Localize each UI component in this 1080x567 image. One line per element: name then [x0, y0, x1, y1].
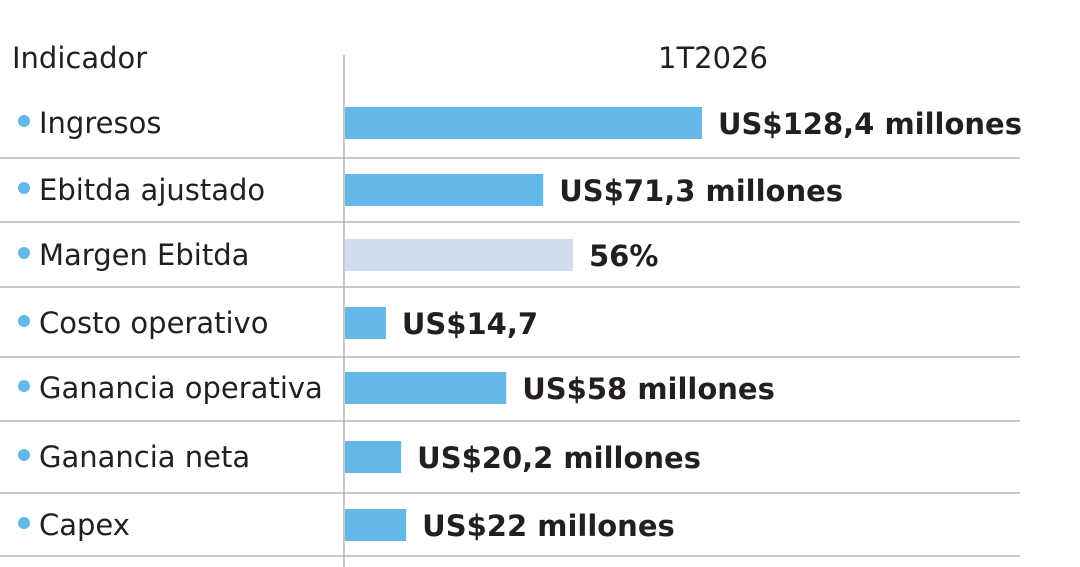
bar: [345, 307, 386, 339]
chart-row: Ganancia operativa US$58 millones: [18, 371, 775, 406]
data-label: US$20,2 millones: [417, 441, 701, 475]
category-label: Ganancia operativa: [39, 371, 323, 405]
bar: [345, 107, 702, 139]
chart-row: Ingresos US$128,4 millones: [18, 106, 1022, 141]
chart-row: Capex US$22 millones: [18, 508, 675, 543]
grid-lines: [0, 55, 1020, 567]
bullet-dot-icon: [18, 115, 30, 127]
data-label: US$128,4 millones: [718, 107, 1022, 141]
bar: [345, 239, 573, 271]
data-label: US$71,3 millones: [559, 174, 843, 208]
bar: [345, 174, 544, 206]
bullet-dot-icon: [18, 449, 30, 461]
chart-row: Margen Ebitda 56%: [18, 238, 658, 273]
category-label: Ganancia neta: [39, 440, 250, 474]
bullet-dot-icon: [18, 182, 30, 194]
chart-row: Ebitda ajustado US$71,3 millones: [18, 173, 843, 208]
data-label: US$22 millones: [422, 509, 675, 543]
category-label: Ingresos: [39, 106, 161, 140]
category-label: Ebitda ajustado: [39, 173, 265, 207]
data-label: US$14,7: [402, 307, 538, 341]
chart-row: Ganancia neta US$20,2 millones: [18, 440, 701, 475]
bullet-dot-icon: [18, 315, 30, 327]
chart-rows: Ingresos US$128,4 millones Ebitda ajustado…: [18, 106, 1022, 543]
bar: [345, 509, 407, 541]
data-label: US$58 millones: [522, 372, 775, 406]
bullet-dot-icon: [18, 517, 30, 529]
bullet-dot-icon: [18, 247, 30, 259]
category-label: Costo operativo: [39, 306, 268, 340]
data-label: 56%: [589, 239, 658, 273]
chart-row: Costo operativo US$14,7: [18, 306, 538, 341]
bar: [345, 441, 402, 473]
bullet-dot-icon: [18, 380, 30, 392]
category-label: Capex: [39, 508, 130, 542]
header-indicator-label: Indicador: [12, 41, 147, 75]
category-label: Margen Ebitda: [39, 238, 249, 272]
bar: [345, 372, 507, 404]
header-period-label: 1T2026: [658, 41, 768, 75]
